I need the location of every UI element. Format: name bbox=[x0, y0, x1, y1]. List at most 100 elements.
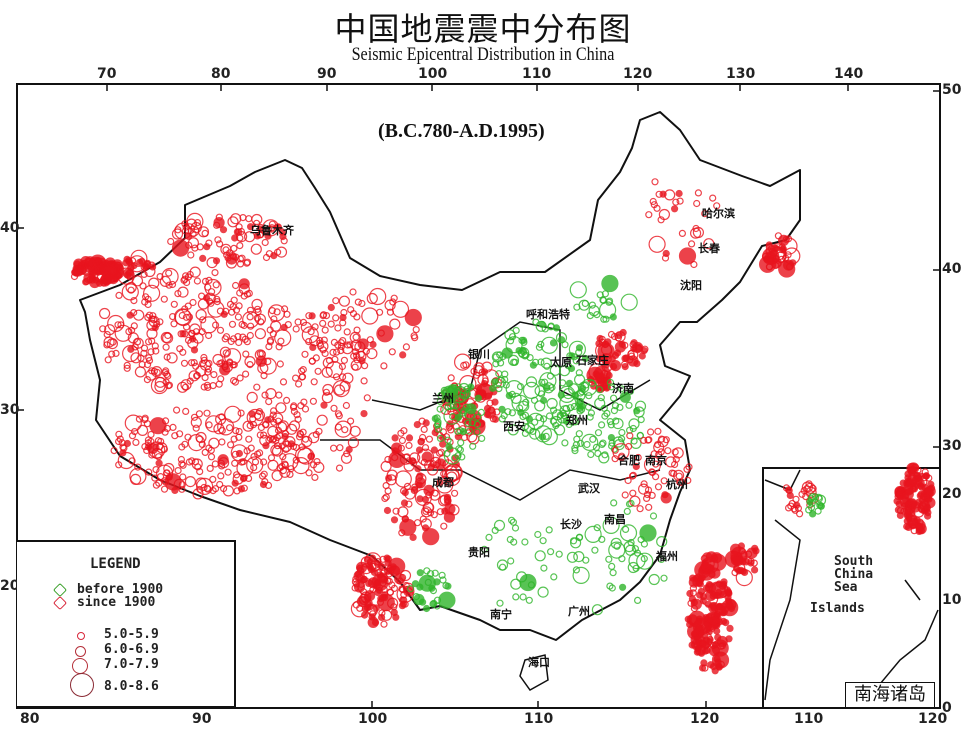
city-label: 海口 bbox=[528, 656, 550, 669]
epicenter-marker bbox=[629, 471, 637, 479]
epicenter-marker bbox=[507, 337, 515, 345]
epicenter-marker bbox=[190, 346, 199, 354]
epicenter-marker bbox=[361, 307, 379, 325]
epicenter-marker bbox=[391, 447, 399, 455]
epicenter-marker bbox=[233, 471, 241, 479]
epicenter-marker bbox=[431, 429, 439, 437]
epicenter-marker bbox=[771, 261, 780, 270]
epicenter-marker bbox=[212, 321, 220, 329]
epicenter-marker bbox=[557, 336, 566, 344]
epicenter-marker bbox=[629, 489, 637, 497]
epicenter-marker bbox=[278, 228, 286, 236]
epicenter-marker bbox=[444, 403, 452, 411]
epicenter-marker bbox=[546, 372, 555, 380]
epicenter-marker bbox=[377, 593, 395, 612]
epicenter-marker bbox=[401, 515, 409, 523]
epicenter-marker bbox=[581, 354, 590, 363]
epicenter-marker bbox=[152, 443, 160, 451]
epicenter-marker bbox=[739, 567, 747, 575]
epicenter-marker bbox=[561, 439, 569, 447]
epicenter-marker bbox=[246, 313, 254, 321]
epicenter-marker bbox=[690, 639, 703, 651]
epicenter-marker bbox=[477, 408, 485, 416]
epicenter-marker bbox=[181, 275, 189, 283]
epicenter-marker bbox=[496, 559, 509, 571]
epicenter-marker bbox=[376, 325, 394, 343]
epicenter-marker bbox=[292, 457, 310, 475]
epicenter-marker bbox=[672, 455, 680, 463]
epicenter-marker bbox=[342, 372, 354, 384]
epicenter-marker bbox=[611, 455, 619, 463]
legend-title: LEGEND bbox=[90, 556, 141, 572]
epicenter-marker bbox=[575, 369, 583, 377]
epicenter-marker bbox=[163, 462, 175, 475]
epicenter-marker bbox=[800, 487, 808, 495]
epicenter-marker bbox=[238, 278, 250, 290]
epicenter-marker bbox=[114, 324, 132, 342]
epicenter-marker bbox=[254, 313, 266, 325]
epicenter-marker bbox=[798, 490, 806, 498]
epicenter-marker bbox=[115, 430, 123, 438]
epicenter-marker bbox=[656, 535, 668, 548]
epicenter-marker bbox=[217, 375, 225, 383]
bottom-lon-label: 90 bbox=[192, 711, 212, 727]
epicenter-marker bbox=[384, 567, 392, 575]
epicenter-marker bbox=[182, 313, 190, 321]
epicenter-marker bbox=[136, 258, 144, 266]
epicenter-marker bbox=[655, 190, 663, 198]
epicenter-marker bbox=[495, 370, 503, 378]
epicenter-marker bbox=[610, 407, 619, 415]
epicenter-marker bbox=[281, 305, 289, 313]
epicenter-marker bbox=[235, 338, 243, 347]
epicenter-marker bbox=[130, 262, 138, 270]
epicenter-marker bbox=[520, 338, 528, 346]
epicenter-marker bbox=[245, 474, 253, 482]
epicenter-marker bbox=[353, 581, 366, 593]
epicenter-marker bbox=[345, 446, 353, 454]
epicenter-marker bbox=[413, 421, 421, 429]
epicenter-marker bbox=[678, 247, 697, 265]
epicenter-marker bbox=[523, 422, 536, 434]
epicenter-marker bbox=[474, 394, 482, 402]
epicenter-marker bbox=[257, 423, 265, 432]
epicenter-marker bbox=[805, 486, 817, 498]
epicenter-marker bbox=[354, 570, 362, 578]
epicenter-marker bbox=[205, 444, 213, 452]
epicenter-marker bbox=[112, 349, 120, 357]
epicenter-marker bbox=[657, 436, 669, 448]
inset-lon-label: 110 bbox=[794, 711, 824, 727]
legend-magnitude: 7.0-7.9 bbox=[104, 657, 159, 672]
city-label: 福州 bbox=[656, 550, 678, 563]
epicenter-marker bbox=[451, 386, 469, 404]
epicenter-marker bbox=[473, 362, 485, 374]
epicenter-marker bbox=[86, 260, 95, 268]
epicenter-marker bbox=[641, 345, 649, 353]
map-title-chinese: 中国地震震中分布图 bbox=[334, 10, 632, 48]
epicenter-marker bbox=[187, 251, 195, 259]
epicenter-marker bbox=[427, 570, 435, 578]
epicenter-marker bbox=[699, 597, 707, 605]
epicenter-marker bbox=[630, 437, 638, 445]
epicenter-marker bbox=[183, 223, 195, 235]
epicenter-marker bbox=[404, 308, 422, 327]
epicenter-marker bbox=[382, 493, 390, 501]
epicenter-marker bbox=[581, 433, 599, 451]
epicenter-marker bbox=[419, 598, 427, 606]
epicenter-marker bbox=[485, 533, 493, 542]
epicenter-marker bbox=[196, 243, 204, 251]
epicenter-marker bbox=[130, 322, 138, 330]
epicenter-marker bbox=[794, 504, 803, 512]
epicenter-marker bbox=[499, 353, 507, 361]
epicenter-marker bbox=[660, 477, 668, 485]
epicenter-marker bbox=[519, 346, 527, 354]
legend-before-1900: before 1900 bbox=[77, 582, 164, 597]
epicenter-marker bbox=[540, 564, 548, 572]
epicenter-marker bbox=[545, 412, 554, 420]
epicenter-marker bbox=[650, 201, 658, 209]
epicenter-marker bbox=[224, 468, 232, 476]
epicenter-marker bbox=[576, 439, 585, 447]
epicenter-marker bbox=[593, 311, 601, 319]
epicenter-marker bbox=[586, 413, 594, 421]
epicenter-marker bbox=[627, 499, 635, 507]
epicenter-marker bbox=[320, 311, 328, 319]
